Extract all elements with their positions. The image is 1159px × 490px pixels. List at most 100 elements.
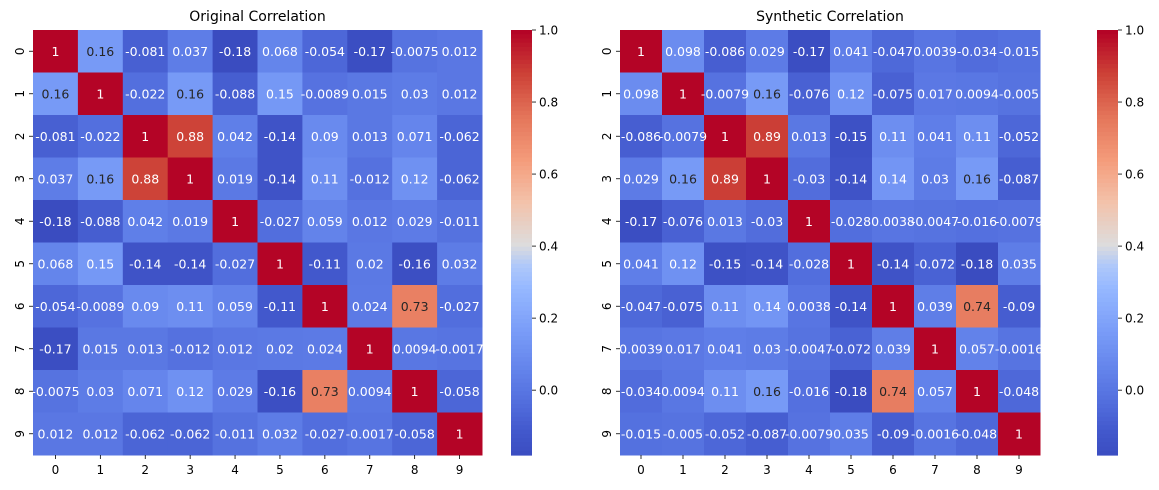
colorbar-band	[511, 319, 532, 324]
heatmap-cell	[998, 242, 1041, 286]
heatmap-cell	[620, 115, 663, 158]
cell-label: -0.027	[260, 214, 300, 229]
heatmap-cell	[33, 157, 79, 201]
heatmap-cell	[302, 412, 348, 456]
heatmap-cell	[33, 285, 79, 328]
heatmap-cell	[620, 285, 663, 328]
cell-label: 0.88	[131, 171, 159, 186]
heatmap-cell	[347, 327, 393, 371]
heatmap-cell	[872, 370, 915, 413]
colorbar-band	[511, 47, 532, 52]
heatmap-cell	[662, 157, 705, 201]
heatmap-cell	[212, 242, 258, 286]
colorbar-tick-label: 0.8	[1125, 96, 1144, 110]
colorbar-band	[511, 310, 532, 316]
cell-label: -0.0079	[995, 214, 1043, 229]
colorbar-band	[1097, 310, 1118, 316]
heatmap-cell	[914, 242, 957, 286]
cell-label: 0.09	[311, 129, 339, 144]
cell-label: 0.019	[172, 214, 208, 229]
colorbar-band	[511, 246, 532, 252]
heatmap-cell	[122, 370, 169, 413]
x-tick-label: 9	[1015, 463, 1023, 477]
heatmap-cell	[956, 242, 999, 286]
cell-label: -0.0047	[785, 341, 833, 356]
y-tick-label: 9	[600, 430, 614, 438]
heatmap-cell	[77, 285, 124, 328]
heatmap-cell	[347, 157, 393, 201]
cell-label: -0.015	[999, 44, 1039, 59]
heatmap-cell	[662, 285, 705, 328]
colorbar-band	[511, 98, 532, 103]
cell-label: 0.071	[397, 129, 433, 144]
colorbar-band	[511, 442, 532, 448]
colorbar-band	[511, 221, 532, 227]
cell-label: 0.019	[217, 171, 253, 186]
cell-label: 0.12	[401, 171, 429, 186]
cell-label: -0.14	[751, 256, 783, 271]
heatmap-cell	[212, 327, 258, 371]
colorbar-band	[511, 327, 532, 333]
heatmap-cell	[620, 72, 663, 116]
heatmap-cell	[347, 30, 393, 73]
heatmap-cell	[620, 370, 663, 413]
heatmap-cell	[122, 157, 169, 201]
heatmap-cell	[788, 30, 831, 73]
heatmap-cell	[212, 200, 258, 243]
colorbar-band	[511, 161, 532, 167]
colorbar-band	[1097, 106, 1118, 112]
heatmap-cell	[788, 412, 831, 456]
heatmap-cell	[212, 72, 258, 116]
heatmap-cell	[956, 200, 999, 243]
x-tick-label: 2	[721, 463, 729, 477]
colorbar-band	[511, 408, 532, 414]
colorbar-band	[511, 110, 532, 116]
heatmap-cell	[77, 157, 124, 201]
heatmap-cell	[392, 200, 438, 243]
heatmap-cell	[77, 327, 124, 371]
cell-label: -0.076	[789, 86, 829, 101]
heatmap-cell	[167, 115, 214, 158]
colorbar-band	[1097, 68, 1118, 74]
cell-label: 1	[637, 44, 645, 59]
colorbar-band	[1097, 132, 1118, 137]
cell-label: -0.0016	[911, 426, 959, 441]
y-tick-label: 7	[600, 345, 614, 353]
cell-label: 1	[1015, 426, 1023, 441]
colorbar-band	[1097, 127, 1118, 133]
colorbar-band	[511, 174, 532, 180]
cell-label: -0.034	[957, 44, 997, 59]
colorbar-band	[511, 30, 532, 35]
colorbar-band	[1097, 370, 1118, 375]
colorbar-band	[1097, 119, 1118, 125]
cell-label: 1	[366, 341, 374, 356]
colorbar-band	[1097, 276, 1118, 282]
heatmap-cell	[998, 72, 1041, 116]
cell-label: 0.11	[879, 129, 907, 144]
colorbar-band	[1097, 123, 1118, 129]
cell-label: 0.013	[352, 129, 388, 144]
y-tick-label: 0	[13, 47, 27, 55]
cell-label: 0.041	[623, 256, 659, 271]
x-tick-label: 1	[97, 463, 105, 477]
cell-label: -0.075	[663, 299, 703, 314]
colorbar-band	[511, 259, 532, 265]
heatmap-cell	[77, 115, 124, 158]
heatmap-cell	[33, 200, 79, 243]
heatmap-cell	[914, 412, 957, 456]
colorbar-band	[1097, 421, 1118, 426]
colorbar-band	[1097, 72, 1118, 78]
cell-label: -0.0016	[995, 341, 1043, 356]
cell-label: -0.027	[439, 299, 479, 314]
colorbar-band	[1097, 38, 1118, 44]
heatmap-cell	[746, 115, 789, 158]
heatmap-cell	[347, 200, 393, 243]
colorbar-band	[1097, 89, 1118, 95]
cell-label: 0.0094	[393, 341, 437, 356]
cell-label: -0.0079	[785, 426, 833, 441]
colorbar-band	[1097, 280, 1118, 286]
heatmap-cell	[620, 30, 663, 73]
heatmap-cell	[347, 285, 393, 328]
heatmap-cell	[914, 30, 957, 73]
cell-label: -0.11	[264, 299, 296, 314]
